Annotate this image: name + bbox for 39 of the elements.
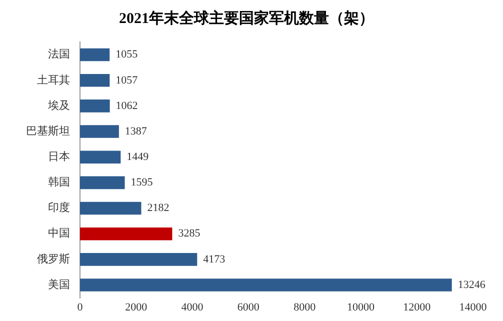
x-tick-label: 8000 <box>294 301 316 314</box>
x-tick-label: 10000 <box>346 301 375 314</box>
y-tick-label: 印度 <box>48 201 70 214</box>
bar <box>80 48 110 62</box>
x-tick-label: 4000 <box>181 301 204 314</box>
data-label: 1449 <box>126 151 150 163</box>
data-label: 2182 <box>147 202 170 214</box>
bar <box>80 253 198 266</box>
bar <box>80 74 110 87</box>
data-label: 3285 <box>178 228 201 240</box>
bar <box>80 150 121 164</box>
bar <box>80 125 119 138</box>
y-tick-label: 法国 <box>48 48 70 61</box>
x-tick-label: 0 <box>77 301 84 314</box>
bar <box>80 278 452 292</box>
y-tick-label: 中国 <box>48 226 70 240</box>
bar <box>80 202 142 215</box>
data-label: 1387 <box>124 125 148 138</box>
bar <box>80 227 172 240</box>
y-tick-label: 日本 <box>48 150 70 163</box>
bar <box>80 176 125 190</box>
y-tick-label: 埃及 <box>47 98 70 112</box>
data-label: 13246 <box>458 278 486 291</box>
data-label: 4173 <box>203 253 226 266</box>
data-label: 1057 <box>116 74 138 86</box>
y-tick-label: 韩国 <box>48 176 70 189</box>
chart-title: 2021年末全球主要国家军机数量（架） <box>119 8 374 27</box>
x-tick-label: 6000 <box>237 301 260 314</box>
x-tick-label: 12000 <box>403 301 432 314</box>
y-tick-label: 土耳其 <box>37 73 70 86</box>
data-label: 1055 <box>116 48 138 61</box>
y-tick-label: 美国 <box>48 278 70 291</box>
bar <box>80 100 110 112</box>
y-tick-label: 俄罗斯 <box>37 252 70 266</box>
x-tick-label: 14000 <box>459 301 488 314</box>
y-tick-label: 巴基斯坦 <box>26 124 70 138</box>
data-label: 1595 <box>130 176 154 189</box>
x-tick-label: 2000 <box>125 301 148 314</box>
data-label: 1062 <box>116 100 138 112</box>
